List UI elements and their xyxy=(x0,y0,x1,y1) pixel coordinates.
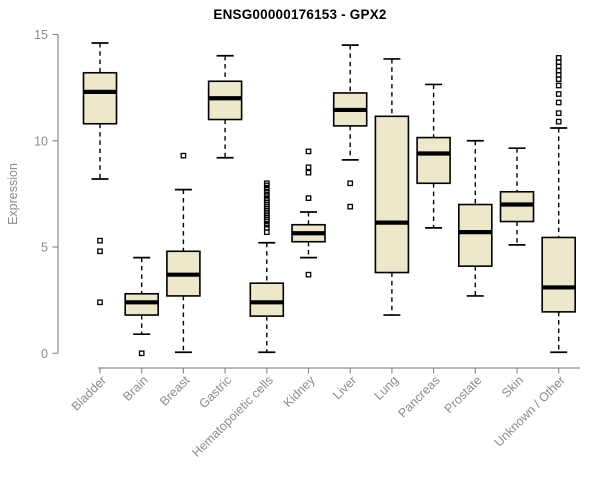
iqr-box xyxy=(374,115,410,274)
x-tick-label: Prostate xyxy=(442,373,485,416)
x-tick-label: Skin xyxy=(499,373,526,400)
outlier-point xyxy=(555,110,562,116)
outlier-point xyxy=(97,299,103,306)
iqr-box xyxy=(541,236,577,313)
outlier-point xyxy=(263,185,270,192)
iqr-box xyxy=(207,80,243,121)
outlier-point xyxy=(555,91,562,97)
iqr-box xyxy=(124,292,159,316)
outlier-point xyxy=(263,192,270,198)
x-tick-label: Brain xyxy=(120,373,151,404)
y-tick-label: 5 xyxy=(41,241,48,255)
outlier-point xyxy=(555,82,562,89)
outlier-point xyxy=(263,221,270,228)
x-tick-label: Bladder xyxy=(69,373,109,413)
x-tick-label: Pancreas xyxy=(395,373,442,420)
x-tick-label: Kidney xyxy=(281,373,318,410)
x-tick-label: Gastric xyxy=(196,373,234,411)
x-tick-label: Lung xyxy=(371,373,401,403)
x-tick-label: Hematopoietic cells xyxy=(189,373,276,460)
outlier-point xyxy=(347,180,354,187)
outlier-point xyxy=(305,271,312,278)
outlier-point xyxy=(347,203,354,210)
outlier-point xyxy=(555,55,562,61)
outlier-point xyxy=(305,148,312,155)
y-tick-label: 0 xyxy=(41,347,48,361)
iqr-box xyxy=(416,136,451,185)
outlier-point xyxy=(263,195,270,202)
y-tick-label: 10 xyxy=(34,134,48,148)
iqr-box xyxy=(82,71,118,125)
iqr-box xyxy=(499,190,535,223)
outlier-point xyxy=(305,164,312,171)
outlier-point xyxy=(263,225,270,231)
outlier-point xyxy=(97,248,103,255)
iqr-box xyxy=(457,203,493,267)
iqr-box xyxy=(249,282,285,317)
y-tick-label: 15 xyxy=(34,28,48,42)
chart-title: ENSG00000176153 - GPX2 xyxy=(213,7,387,22)
outlier-point xyxy=(555,99,562,106)
outlier-point xyxy=(97,237,103,244)
x-tick-label: Unknown / Other xyxy=(492,373,568,449)
outlier-point xyxy=(555,118,562,125)
x-tick-label: Liver xyxy=(330,373,359,402)
outlier-point xyxy=(263,180,270,187)
x-tick-label: Breast xyxy=(157,373,193,409)
outlier-point xyxy=(305,169,312,176)
outlier-point xyxy=(138,350,145,357)
outlier-point xyxy=(263,188,270,195)
outlier-point xyxy=(305,195,312,202)
outlier-point xyxy=(180,152,187,159)
